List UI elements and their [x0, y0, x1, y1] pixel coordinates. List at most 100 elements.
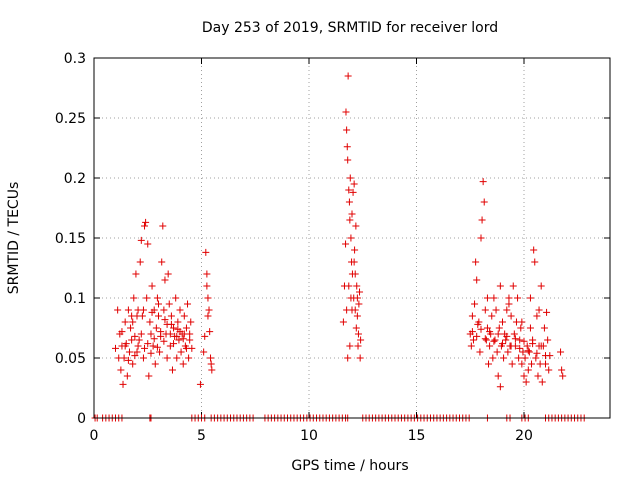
data-point-marker	[531, 258, 539, 266]
data-point-marker	[153, 294, 161, 302]
data-point-marker	[537, 342, 545, 350]
data-point-marker	[486, 328, 494, 336]
data-point-marker	[508, 360, 516, 368]
data-point-marker	[124, 306, 132, 314]
data-point-marker	[203, 270, 211, 278]
data-point-marker	[469, 336, 477, 344]
data-point-marker	[345, 282, 353, 290]
data-point-marker	[123, 372, 131, 380]
data-point-marker	[165, 300, 173, 308]
data-point-marker	[343, 306, 351, 314]
plot-frame	[93, 57, 611, 419]
data-point-marker	[533, 349, 541, 357]
data-point-marker	[141, 222, 149, 230]
data-point-marker	[486, 342, 494, 350]
data-point-marker	[520, 372, 528, 380]
data-point-marker	[205, 306, 213, 314]
data-point-marker	[475, 318, 483, 326]
data-point-marker	[149, 342, 157, 350]
data-point-marker	[344, 354, 352, 362]
data-point-marker	[160, 306, 168, 314]
data-point-marker	[173, 332, 181, 340]
chart-title: Day 253 of 2019, SRMTID for receiver lor…	[202, 20, 498, 36]
data-point-marker	[535, 306, 543, 314]
data-point-marker	[522, 378, 530, 386]
data-point-marker	[509, 282, 517, 290]
data-point-marker	[348, 210, 356, 218]
data-point-marker	[125, 348, 133, 356]
data-point-marker	[139, 354, 147, 362]
data-point-marker	[342, 240, 350, 248]
data-point-marker	[496, 383, 504, 391]
data-point-marker	[490, 294, 498, 302]
data-point-marker	[142, 218, 150, 226]
data-point-marker	[510, 330, 518, 338]
data-point-marker	[137, 330, 145, 338]
data-point-marker	[467, 342, 475, 350]
data-point-marker	[478, 216, 486, 224]
data-point-marker	[345, 186, 353, 194]
data-point-marker	[529, 340, 537, 348]
data-point-marker	[175, 336, 183, 344]
data-point-marker	[505, 300, 513, 308]
data-point-marker	[543, 308, 551, 316]
data-point-marker	[354, 342, 362, 350]
data-point-marker	[353, 312, 361, 320]
data-point-marker	[144, 240, 152, 248]
data-point-marker	[503, 332, 511, 340]
data-point-marker	[347, 294, 355, 302]
data-point-marker	[495, 324, 503, 332]
axis-ticks: 0 0.05 0.1 0.15 0.2 0.25 0.3 0 5 10 15 20	[55, 51, 610, 444]
data-point-marker	[155, 312, 162, 320]
data-point-marker	[119, 380, 127, 388]
data-point-marker	[528, 360, 536, 368]
data-point-marker	[492, 306, 500, 314]
data-point-marker	[129, 360, 137, 368]
data-point-marker	[133, 348, 141, 356]
data-point-marker	[542, 360, 549, 368]
y-tick-label: 0.05	[55, 351, 86, 367]
data-points	[91, 72, 588, 422]
data-point-marker	[177, 348, 185, 356]
data-point-marker	[559, 372, 567, 380]
data-point-marker	[141, 344, 149, 352]
data-point-marker	[516, 344, 524, 352]
data-point-marker	[524, 347, 532, 355]
data-point-marker	[185, 354, 193, 362]
data-point-marker	[473, 276, 481, 284]
data-point-marker	[200, 348, 208, 356]
data-point-marker	[137, 236, 145, 244]
data-point-marker	[131, 332, 139, 340]
data-point-marker	[482, 336, 490, 344]
data-point-marker	[524, 366, 532, 374]
data-point-marker	[545, 366, 553, 374]
data-point-marker	[494, 372, 502, 380]
data-point-marker	[499, 340, 506, 348]
data-point-marker	[353, 282, 361, 290]
y-tick-label: 0.25	[55, 111, 86, 127]
data-point-marker	[187, 318, 195, 326]
data-point-marker	[354, 330, 362, 338]
data-point-marker	[357, 336, 365, 344]
data-point-marker	[503, 306, 511, 314]
data-point-marker	[530, 246, 538, 254]
data-point-marker	[117, 366, 125, 374]
data-point-marker	[180, 330, 188, 338]
data-point-marker	[344, 72, 352, 80]
data-point-marker	[115, 354, 123, 362]
data-point-marker	[196, 380, 204, 388]
data-point-marker	[201, 332, 209, 340]
data-point-marker	[520, 337, 528, 345]
data-point-marker	[471, 300, 479, 308]
data-point-marker	[534, 372, 542, 380]
data-point-marker	[521, 354, 529, 362]
data-point-marker	[207, 354, 215, 362]
data-point-marker	[133, 312, 141, 320]
y-tick-label: 0.3	[64, 51, 86, 67]
data-point-marker	[481, 335, 489, 343]
x-tick-label: 0	[90, 428, 99, 444]
data-point-marker	[490, 337, 498, 345]
data-point-marker	[118, 328, 126, 336]
